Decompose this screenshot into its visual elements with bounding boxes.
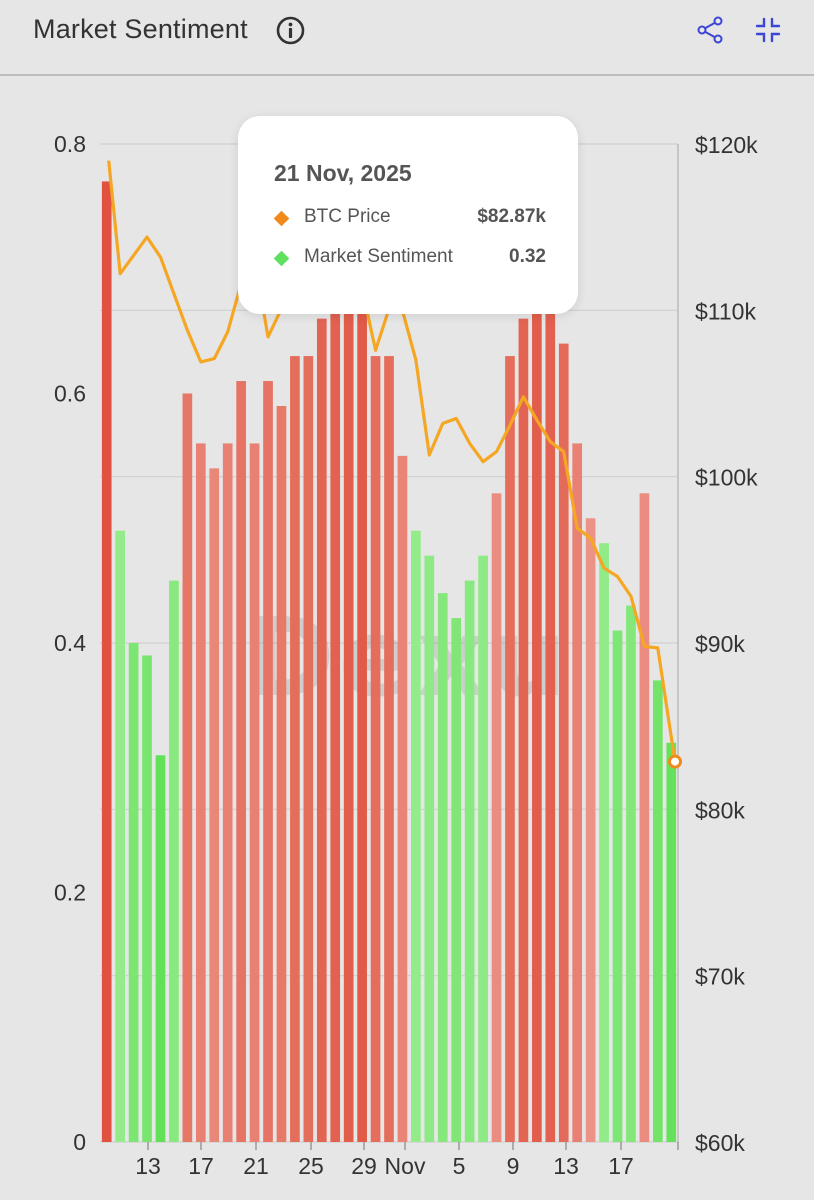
sentiment-bar <box>572 443 583 1142</box>
tooltip-sentiment-value: 0.32 <box>509 246 546 267</box>
x-axis-tick-label: 9 <box>507 1153 520 1179</box>
x-axis-tick-label: 21 <box>243 1153 269 1179</box>
sentiment-bar <box>209 468 220 1143</box>
page-title: Market Sentiment <box>33 14 248 44</box>
sentiment-bar <box>330 306 341 1142</box>
sentiment-bar <box>384 356 394 1142</box>
x-axis-tick-label: 29 <box>351 1153 377 1179</box>
header: Market Sentiment <box>0 0 814 76</box>
collapse-icon[interactable] <box>754 16 782 44</box>
axes: 0 0.2 0.4 0.6 0.8 $60k $70k $80k $90k $100k $110k $… <box>54 131 758 1179</box>
x-axis-tick-label: 13 <box>135 1153 161 1179</box>
x-axis-tick-label: 17 <box>188 1153 214 1179</box>
left-axis-tick-label: 0.4 <box>54 630 86 656</box>
sentiment-bar <box>357 281 367 1143</box>
sentiment-bar <box>411 530 421 1142</box>
price-marker-icon <box>273 210 290 227</box>
sentiment-bar <box>666 742 677 1142</box>
sentiment-bar <box>128 643 139 1142</box>
left-axis-tick-label: 0 <box>73 1129 86 1155</box>
sentiment-bar <box>639 493 650 1142</box>
sentiment-bar <box>626 605 636 1142</box>
sentiment-bar <box>249 443 260 1142</box>
x-axis-tick-label: 13 <box>553 1153 579 1179</box>
sentiment-bar <box>437 593 448 1142</box>
tooltip-price-value: $82.87k <box>477 206 546 227</box>
right-axis-tick-label: $110k <box>695 298 756 324</box>
right-axis-tick-label: $120k <box>695 132 758 158</box>
info-icon[interactable] <box>276 16 305 45</box>
sentiment-bar <box>142 655 152 1142</box>
sentiment-bar <box>222 443 233 1142</box>
sentiment-bar <box>155 755 166 1142</box>
sentiment-bar <box>236 381 246 1142</box>
sentiment-bar <box>585 518 596 1142</box>
right-axis-tick-label: $70k <box>695 964 745 990</box>
price-point-marker <box>668 754 682 769</box>
sentiment-bar <box>545 306 556 1142</box>
sentiment-bar <box>370 356 381 1142</box>
sentiment-marker-icon <box>273 250 290 267</box>
sentiment-bar <box>451 618 462 1142</box>
tooltip-price-row: BTC Price $82.87k <box>273 206 546 232</box>
sentiment-bar <box>343 293 354 1142</box>
sentiment-bar <box>558 343 569 1143</box>
chart-tooltip: 21 Nov, 2025 BTC Price $82.87k Market Se… <box>238 116 578 314</box>
sentiment-bar <box>101 181 112 1143</box>
right-axis-tick-label: $100k <box>695 465 758 491</box>
right-axis-tick-label: $90k <box>695 631 745 657</box>
sentiment-bar <box>652 680 663 1142</box>
left-axis-tick-label: 0.2 <box>54 880 86 906</box>
sentiment-bar <box>491 493 502 1142</box>
sentiment-bar <box>397 455 408 1142</box>
sentiment-bar <box>464 580 475 1142</box>
tooltip-date: 21 Nov, 2025 <box>274 160 412 186</box>
left-axis-tick-label: 0.6 <box>54 381 86 407</box>
right-axis-tick-label: $80k <box>695 797 745 823</box>
tooltip-sentiment-label: Market Sentiment <box>304 246 453 267</box>
sentiment-bar <box>290 356 300 1142</box>
sentiment-bar <box>182 393 193 1142</box>
sentiment-bar <box>518 318 529 1142</box>
sentiment-bar <box>276 405 287 1143</box>
x-axis-tick-label: 25 <box>298 1153 324 1179</box>
sentiment-bar <box>195 443 206 1142</box>
sentiment-bar <box>424 555 435 1142</box>
share-icon[interactable] <box>697 16 725 44</box>
sentiment-bar <box>505 356 515 1142</box>
sentiment-bar <box>316 318 327 1142</box>
x-axis-tick-label: 17 <box>608 1153 634 1179</box>
sentiment-bar <box>599 543 609 1142</box>
sentiment-bar <box>303 356 314 1142</box>
sentiment-bar <box>532 293 542 1142</box>
sentiment-bars <box>101 181 677 1143</box>
sentiment-bar <box>478 555 488 1142</box>
sentiment-bar <box>263 381 273 1142</box>
sentiment-bar <box>115 530 126 1142</box>
sentiment-chart: Dexu 00.20.40.60.8$60k$70k$80k$90k$100k$… <box>54 131 758 1179</box>
tooltip-price-label: BTC Price <box>304 206 391 227</box>
sentiment-bar <box>169 580 179 1142</box>
x-axis-tick-label: Nov <box>385 1153 426 1179</box>
x-axis-tick-label: 5 <box>453 1153 466 1179</box>
right-axis-tick-label: $60k <box>695 1130 745 1156</box>
sentiment-bar <box>612 630 623 1142</box>
tooltip-sentiment-row: Market Sentiment 0.32 <box>273 246 546 272</box>
left-axis-tick-label: 0.8 <box>54 131 86 157</box>
